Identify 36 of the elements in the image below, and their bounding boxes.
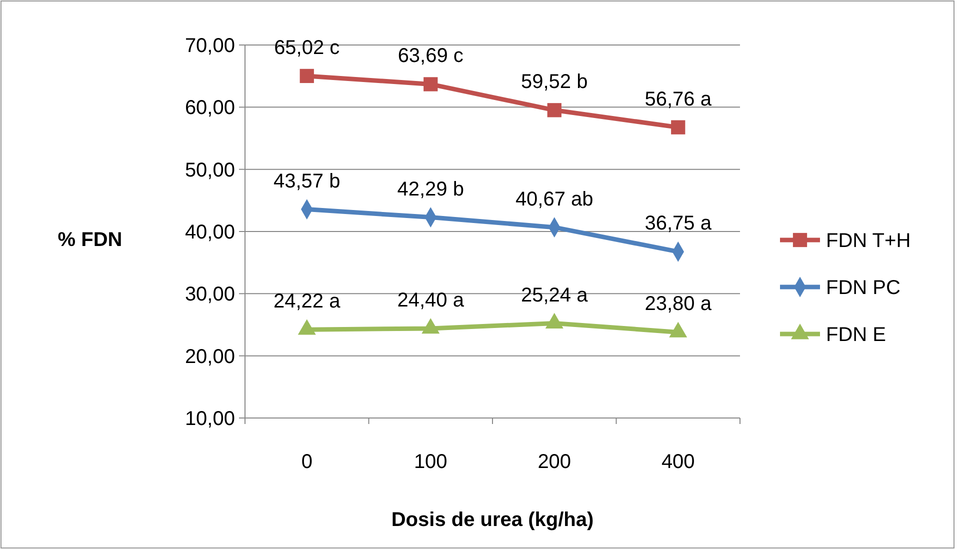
point <box>669 322 688 338</box>
data-label: 56,76 a <box>644 88 712 110</box>
x-tick-label: 100 <box>414 451 448 473</box>
legend-label: FDN E <box>826 324 886 346</box>
y-tick-label: 40,00 <box>184 222 235 244</box>
data-label: 42,29 b <box>397 178 464 200</box>
legend-label: FDN PC <box>826 277 900 299</box>
legend-label: FDN T+H <box>826 230 911 252</box>
data-label: 23,80 a <box>644 293 712 316</box>
x-axis-title: Dosis de urea (kg/ha) <box>391 509 594 531</box>
point <box>300 68 314 84</box>
data-label: 25,24 a <box>521 284 589 306</box>
data-label: 59,52 b <box>521 71 588 94</box>
data-label: 65,02 c <box>274 36 340 59</box>
y-tick-label: 30,00 <box>184 284 235 306</box>
point <box>547 103 562 118</box>
point <box>422 318 440 334</box>
point <box>298 319 316 335</box>
y-tick-label: 10,00 <box>184 408 235 430</box>
point <box>671 120 686 134</box>
x-tick-label: 200 <box>538 451 572 473</box>
y-tick-label: 20,00 <box>184 346 235 368</box>
point <box>424 77 438 92</box>
y-axis-title: % FDN <box>58 229 122 251</box>
y-tick-label: 50,00 <box>184 159 235 182</box>
x-tick-label: 0 <box>301 451 312 473</box>
data-label: 40,67 ab <box>515 188 594 210</box>
data-label: 63,69 c <box>398 45 464 68</box>
data-label: 36,75 a <box>644 212 712 235</box>
point <box>545 312 564 328</box>
y-tick-label: 70,00 <box>184 35 235 57</box>
y-tick-label: 60,00 <box>184 97 235 120</box>
data-label: 24,40 a <box>397 289 465 312</box>
x-tick-label: 400 <box>661 451 695 473</box>
data-label: 24,22 a <box>274 290 342 313</box>
data-label: 43,57 b <box>274 170 340 192</box>
